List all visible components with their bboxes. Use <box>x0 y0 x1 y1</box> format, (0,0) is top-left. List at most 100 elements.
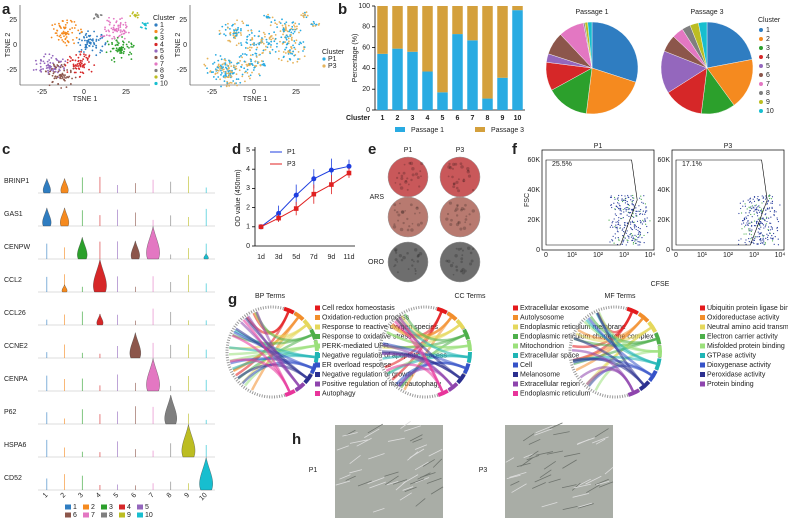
tsne-dot <box>100 33 103 36</box>
event-dot <box>760 210 763 212</box>
tsne-dot <box>250 46 253 49</box>
tsne-dot <box>217 63 220 66</box>
event-dot <box>629 221 632 223</box>
y-tick-label: 100 <box>358 3 370 10</box>
event-dot <box>627 207 630 209</box>
event-dot <box>634 224 637 226</box>
legend-label: 9 <box>766 99 770 106</box>
tsne-dot <box>245 54 248 56</box>
event-dot <box>617 197 619 199</box>
tsne-dot <box>53 71 56 73</box>
tsne-dot <box>210 71 213 74</box>
tsne-dot <box>230 71 233 74</box>
event-dot <box>630 228 633 230</box>
texture <box>406 228 410 232</box>
term-label: Extracellular exosome <box>520 305 589 312</box>
event-dot <box>626 230 628 232</box>
tsne-dot <box>249 54 252 57</box>
texture <box>451 175 454 179</box>
tsne-dot <box>213 61 216 64</box>
event-dot <box>639 231 641 233</box>
tsne-dot <box>206 57 209 60</box>
legend-swatch <box>65 512 71 518</box>
cell-streak <box>402 486 414 491</box>
legend-label: 10 <box>145 512 153 519</box>
event-dot <box>759 228 761 230</box>
cell-streak <box>357 480 372 487</box>
event-dot <box>771 228 773 230</box>
tsne-dot <box>105 34 108 37</box>
tsne-dot <box>240 54 242 57</box>
event-dot <box>635 235 637 237</box>
cell-streak <box>505 457 515 463</box>
tsne-dot <box>240 66 243 68</box>
event-dot <box>617 223 620 225</box>
event-dot <box>639 197 641 199</box>
event-dot <box>776 217 778 219</box>
event-dot <box>751 236 753 239</box>
term-label: GTPase activity <box>707 352 757 359</box>
tsne-dot <box>132 44 135 47</box>
event-dot <box>624 197 626 200</box>
cell-streak <box>509 471 527 478</box>
event-dot <box>748 212 750 214</box>
x-axis-label: CFSE <box>651 281 670 288</box>
event-dot <box>764 243 766 245</box>
event-dot <box>638 210 640 212</box>
event-dot <box>639 241 642 243</box>
tsne-dot <box>302 41 305 43</box>
texture <box>461 267 465 271</box>
event-dot <box>750 234 753 236</box>
tsne-dot <box>225 85 228 88</box>
tsne-dot <box>282 41 285 43</box>
tsne-dot <box>47 66 49 69</box>
tsne-dot <box>302 12 304 15</box>
cell-streak <box>546 450 564 455</box>
legend-swatch <box>154 81 158 86</box>
x-axis-label: TSNE 1 <box>243 96 268 103</box>
event-dot <box>761 223 764 225</box>
tsne-dot <box>68 55 71 58</box>
bar-segment <box>452 34 463 110</box>
event-dot <box>751 229 753 231</box>
event-dot <box>763 200 765 203</box>
event-dot <box>630 236 633 238</box>
event-dot <box>769 222 771 224</box>
term-label: Response to reactive oxygen species <box>322 324 438 331</box>
event-dot <box>618 219 620 221</box>
row-label: ARS <box>370 194 385 201</box>
tsne-dot <box>57 70 60 73</box>
x-tick-label: 0 <box>674 252 678 259</box>
tsne-dot <box>47 69 49 72</box>
event-dot <box>622 241 624 243</box>
tsne-dot <box>291 52 294 55</box>
tsne-dot <box>121 36 123 38</box>
event-dot <box>629 223 632 225</box>
tsne-dot <box>75 36 78 39</box>
cell-streak <box>349 469 363 474</box>
y-tick-label: 0 <box>536 247 540 254</box>
tsne-dot <box>78 76 81 78</box>
event-dot <box>614 208 616 210</box>
x-tick-label: 10² <box>593 252 604 259</box>
pie-slice <box>706 21 753 69</box>
texture <box>396 261 399 263</box>
tsne-dot <box>264 35 266 38</box>
term-label: Extracellular region <box>520 381 580 388</box>
event-dot <box>750 206 752 208</box>
tsne-dot <box>286 60 289 63</box>
tsne-dot <box>231 24 234 27</box>
term-swatch <box>700 334 705 339</box>
tsne-dot <box>48 84 51 87</box>
panel-label: g <box>228 291 237 308</box>
texture <box>469 262 473 266</box>
tsne-dot <box>232 34 235 37</box>
tsne-dot <box>290 36 293 39</box>
tsne-dot <box>109 50 112 53</box>
texture <box>409 161 414 166</box>
event-dot <box>645 207 647 209</box>
event-dot <box>743 222 745 224</box>
tsne-dot <box>119 18 122 20</box>
tsne-dot <box>286 35 289 38</box>
tsne-dot <box>250 32 253 34</box>
